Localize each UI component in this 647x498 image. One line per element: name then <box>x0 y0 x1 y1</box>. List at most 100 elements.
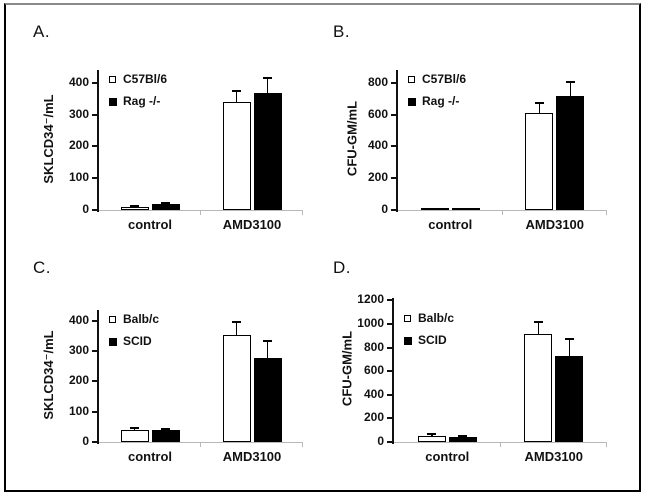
panel-label-d: D. <box>333 258 351 277</box>
y-tick-label: 0 <box>82 434 89 448</box>
category-label-amd3100: AMD3100 <box>525 217 585 232</box>
bar-control-series1 <box>120 429 149 442</box>
y-tick <box>391 177 396 180</box>
error-bar-cap <box>263 339 272 342</box>
y-tick <box>391 209 396 211</box>
error-bar-line <box>568 339 570 357</box>
error-bar-line <box>569 81 571 97</box>
error-bar-line <box>266 77 269 93</box>
error-bar-line <box>537 321 539 334</box>
y-tick <box>387 441 392 443</box>
bar-control-series2 <box>151 430 180 442</box>
error-bar-cap <box>564 338 574 341</box>
y-axis-line <box>396 70 398 212</box>
y-tick <box>391 145 396 148</box>
y-axis-line <box>97 70 99 212</box>
error-bar-cap <box>263 76 272 79</box>
legend-swatch-series2 <box>408 98 416 106</box>
bar-control-series1 <box>417 435 446 442</box>
bar-amd3100-series2 <box>555 356 584 442</box>
y-tick-label: 100 <box>68 170 89 185</box>
category-label-control: control <box>425 449 470 464</box>
error-bar-line <box>235 321 238 335</box>
x-tick <box>302 210 303 215</box>
error-bar-cap <box>534 102 544 105</box>
y-tick <box>92 350 97 353</box>
y-tick <box>391 113 396 116</box>
legend-label-series1: Balb/c <box>418 311 455 325</box>
bar-control-series1 <box>120 206 149 210</box>
y-axis-line <box>97 310 99 444</box>
legend-swatch-series2 <box>404 337 412 345</box>
x-axis-line <box>99 442 303 443</box>
y-tick <box>92 177 97 180</box>
y-tick <box>92 380 97 383</box>
legend-label-series2: Rag -/- <box>422 94 460 108</box>
x-axis-line <box>398 210 607 211</box>
y-tick <box>387 346 392 349</box>
y-tick-label: 200 <box>68 373 89 388</box>
panel-label-a: A. <box>33 22 51 41</box>
legend-swatch-series1 <box>109 316 116 323</box>
y-tick-label: 0 <box>381 202 388 216</box>
y-axis-line <box>392 298 394 444</box>
category-label-amd3100: AMD3100 <box>222 449 282 464</box>
bar-amd3100-series2 <box>556 96 585 210</box>
error-bar-cap <box>427 432 437 435</box>
panel-label-b: B. <box>333 22 351 41</box>
legend-swatch-series1 <box>404 315 411 322</box>
legend-label-series2: Rag -/- <box>123 94 161 108</box>
y-tick <box>92 410 97 413</box>
y-tick <box>92 81 97 84</box>
bar-control-series2 <box>451 207 480 210</box>
y-tick-label: 100 <box>68 403 89 418</box>
y-tick-label: 1200 <box>357 292 384 307</box>
x-tick <box>302 442 303 447</box>
y-tick <box>387 299 392 302</box>
panel-label-c: C. <box>33 258 51 277</box>
legend-label-series1: C57Bl/6 <box>123 72 168 86</box>
y-tick-label: 400 <box>68 312 89 327</box>
y-tick-label: 300 <box>68 343 89 358</box>
x-tick <box>200 442 201 447</box>
legend-swatch-series1 <box>408 76 415 83</box>
category-label-control: control <box>428 217 473 232</box>
error-bar-line <box>235 90 238 102</box>
error-bar-cap <box>232 89 241 92</box>
y-tick <box>92 113 97 116</box>
error-bar-cap <box>533 320 543 323</box>
bar-amd3100-series2 <box>253 357 282 442</box>
y-tick-label: 400 <box>68 74 89 89</box>
y-tick <box>387 322 392 325</box>
y-tick <box>387 393 392 396</box>
y-tick <box>391 81 396 84</box>
x-tick <box>200 210 201 215</box>
category-label-amd3100: AMD3100 <box>524 449 584 464</box>
y-tick-label: 800 <box>367 74 388 89</box>
y-tick-label: 0 <box>82 202 89 216</box>
legend-swatch-series2 <box>109 98 117 106</box>
bar-amd3100-series1 <box>524 334 553 442</box>
error-bar-cap <box>458 434 468 437</box>
category-label-amd3100: AMD3100 <box>222 217 282 232</box>
legend-label-series2: SCID <box>418 333 447 347</box>
y-tick-label: 300 <box>68 106 89 121</box>
y-tick <box>92 441 97 443</box>
error-bar-cap <box>161 427 170 430</box>
y-tick-label: 200 <box>367 170 388 185</box>
y-tick-label: 600 <box>367 106 388 121</box>
error-bar-cap <box>130 204 139 207</box>
x-axis-line <box>394 442 607 443</box>
bar-control-series1 <box>420 208 449 211</box>
y-tick <box>92 209 97 211</box>
y-tick-label: 1000 <box>357 315 384 330</box>
error-bar-line <box>266 340 269 358</box>
x-tick <box>606 442 607 447</box>
y-tick <box>387 417 392 420</box>
y-tick-label: 0 <box>377 434 384 448</box>
y-tick-label: 600 <box>363 363 384 378</box>
y-tick-label: 800 <box>363 339 384 354</box>
error-bar-cap <box>565 80 575 83</box>
legend-label-series2: SCID <box>123 334 152 348</box>
